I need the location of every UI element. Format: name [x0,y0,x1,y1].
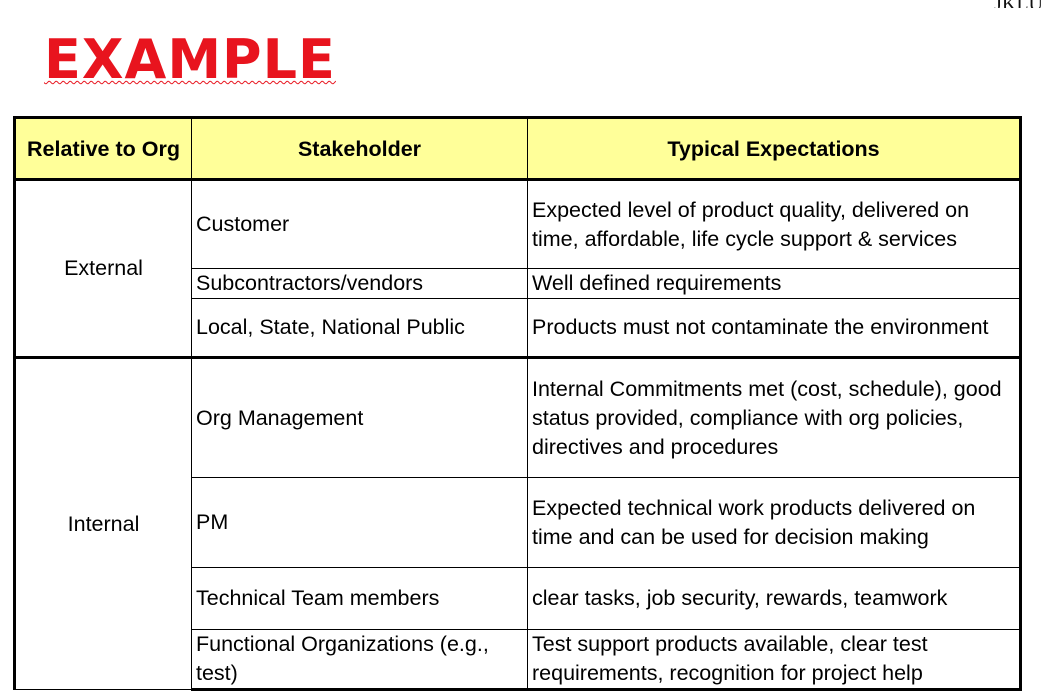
table-row: Subcontractors/vendors Well defined requ… [15,268,1022,299]
relative-cell-external: External [13,179,192,358]
column-header-expectations: Typical Expectations [527,116,1022,181]
table-row: External Customer Expected level of prod… [13,179,1022,358]
expectations-cell: Well defined requirements [527,268,1022,299]
stakeholder-cell: Technical Team members [191,567,528,630]
stakeholder-cell: Customer [191,179,528,269]
expectations-cell: Products must not contaminate the enviro… [527,298,1022,358]
stakeholder-cell: Org Management [191,356,528,478]
expectations-cell: Expected technical work products deliver… [527,477,1022,568]
stakeholder-cell: Local, State, National Public [191,298,528,358]
relative-cell-internal: Internal [13,356,192,690]
table-header-row: Relative to Org Stakeholder Typical Expe… [13,116,1022,181]
stakeholder-cell: Subcontractors/vendors [191,268,528,299]
expectations-cell: Internal Commitments met (cost, schedule… [527,356,1022,478]
corner-logo-text: JKLU [994,0,1043,8]
table-row: Functional Organizations (e.g., test) Te… [15,629,1022,691]
expectations-cell: Test support products available, clear t… [527,629,1022,691]
expectations-cell: Expected level of product quality, deliv… [527,179,1022,269]
column-header-relative: Relative to Org [13,116,192,181]
table-row: Technical Team members clear tasks, job … [15,567,1022,630]
expectations-cell: clear tasks, job security, rewards, team… [527,567,1022,630]
slide-title: EXAMPLE [44,28,336,91]
stakeholder-cell: PM [191,477,528,568]
column-header-stakeholder: Stakeholder [191,116,528,181]
table-row: PM Expected technical work products deli… [15,477,1022,568]
stakeholder-cell: Functional Organizations (e.g., test) [191,629,528,691]
table-row: Internal Org Management Internal Commitm… [13,356,1022,690]
stakeholder-table: Relative to Org Stakeholder Typical Expe… [13,116,1022,691]
